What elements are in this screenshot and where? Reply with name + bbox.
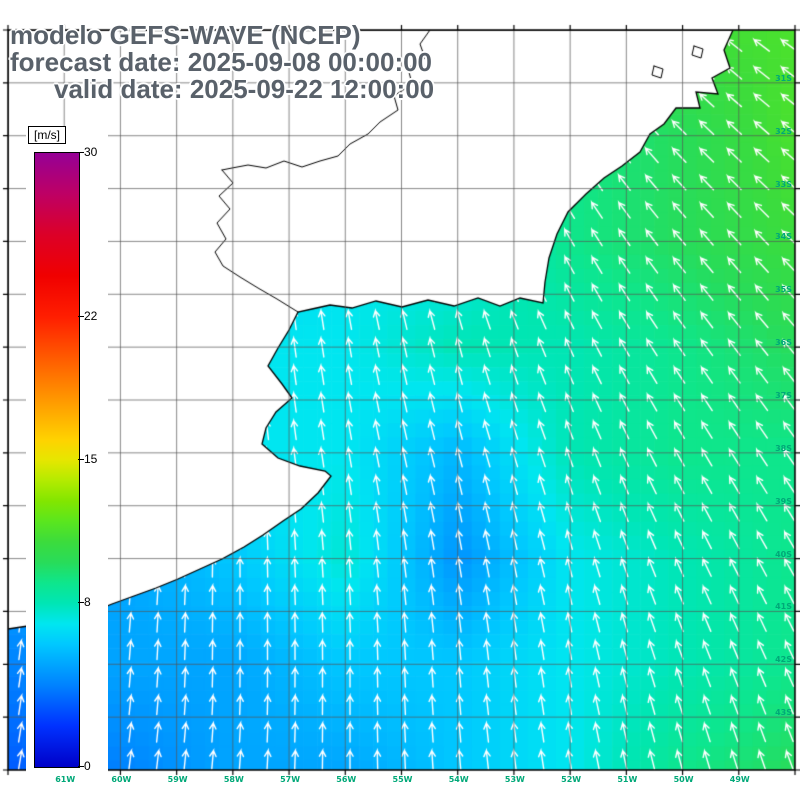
lon-grid-label: 59W bbox=[167, 775, 188, 784]
lat-grid-label: 34S bbox=[775, 232, 792, 242]
lon-grid-label: 52W bbox=[561, 775, 582, 784]
colorbar-unit-label: [m/s] bbox=[28, 126, 66, 144]
lat-grid-label: 37S bbox=[775, 391, 792, 400]
colorbar-tick-label: 15 bbox=[84, 452, 98, 466]
colorbar-tick-label: 8 bbox=[84, 595, 91, 609]
valid-date: valid date: 2025-09-22 12:00:00 bbox=[54, 74, 435, 104]
colorbar-tick-label: 22 bbox=[84, 309, 98, 323]
lat-grid-label: 41S bbox=[775, 602, 792, 612]
header: modelo GEFS-WAVE (NCEP) forecast date: 2… bbox=[10, 22, 434, 103]
lon-grid-label: 55W bbox=[392, 775, 413, 784]
lon-grid-label: 61W bbox=[55, 775, 76, 784]
lon-grid-label: 54W bbox=[448, 775, 469, 784]
forecast-date: forecast date: 2025-09-08 00:00:00 bbox=[10, 47, 433, 77]
lon-grid-label: 57W bbox=[280, 775, 301, 784]
lon-grid-label: 58W bbox=[223, 775, 244, 784]
lat-grid-label: 38S bbox=[775, 443, 792, 453]
lat-grid-label: 39S bbox=[775, 496, 792, 506]
lat-grid-label: 42S bbox=[775, 655, 792, 665]
model-title: modelo GEFS-WAVE (NCEP) bbox=[10, 20, 361, 50]
lat-grid-label: 40S bbox=[775, 549, 792, 559]
lon-grid-label: 50W bbox=[673, 775, 694, 784]
colorbar-tick-label: 30 bbox=[84, 145, 98, 159]
lat-grid-label: 32S bbox=[775, 126, 792, 136]
lon-grid-label: 51W bbox=[617, 775, 638, 784]
colorbar: [m/s] 30 22 15 8 0 bbox=[26, 126, 108, 776]
colorbar-tickmark bbox=[78, 766, 84, 767]
lon-grid-label: 60W bbox=[111, 775, 132, 784]
lat-grid-label: 33S bbox=[775, 179, 792, 189]
colorbar-tickmark bbox=[78, 459, 84, 460]
lat-grid-label: 36S bbox=[775, 338, 792, 348]
lat-grid-label: 43S bbox=[775, 708, 792, 718]
colorbar-tickmark bbox=[78, 602, 84, 603]
colorbar-gradient bbox=[34, 152, 80, 768]
lon-grid-label: 49W bbox=[729, 775, 750, 784]
lat-grid-label: 35S bbox=[775, 285, 792, 295]
lat-grid-label: 31S bbox=[775, 73, 792, 83]
lon-grid-label: 56W bbox=[336, 775, 357, 784]
colorbar-tick-label: 0 bbox=[84, 759, 91, 773]
colorbar-tickmark bbox=[78, 316, 84, 317]
colorbar-tickmark bbox=[78, 152, 84, 153]
lon-grid-label: 53W bbox=[504, 775, 525, 784]
